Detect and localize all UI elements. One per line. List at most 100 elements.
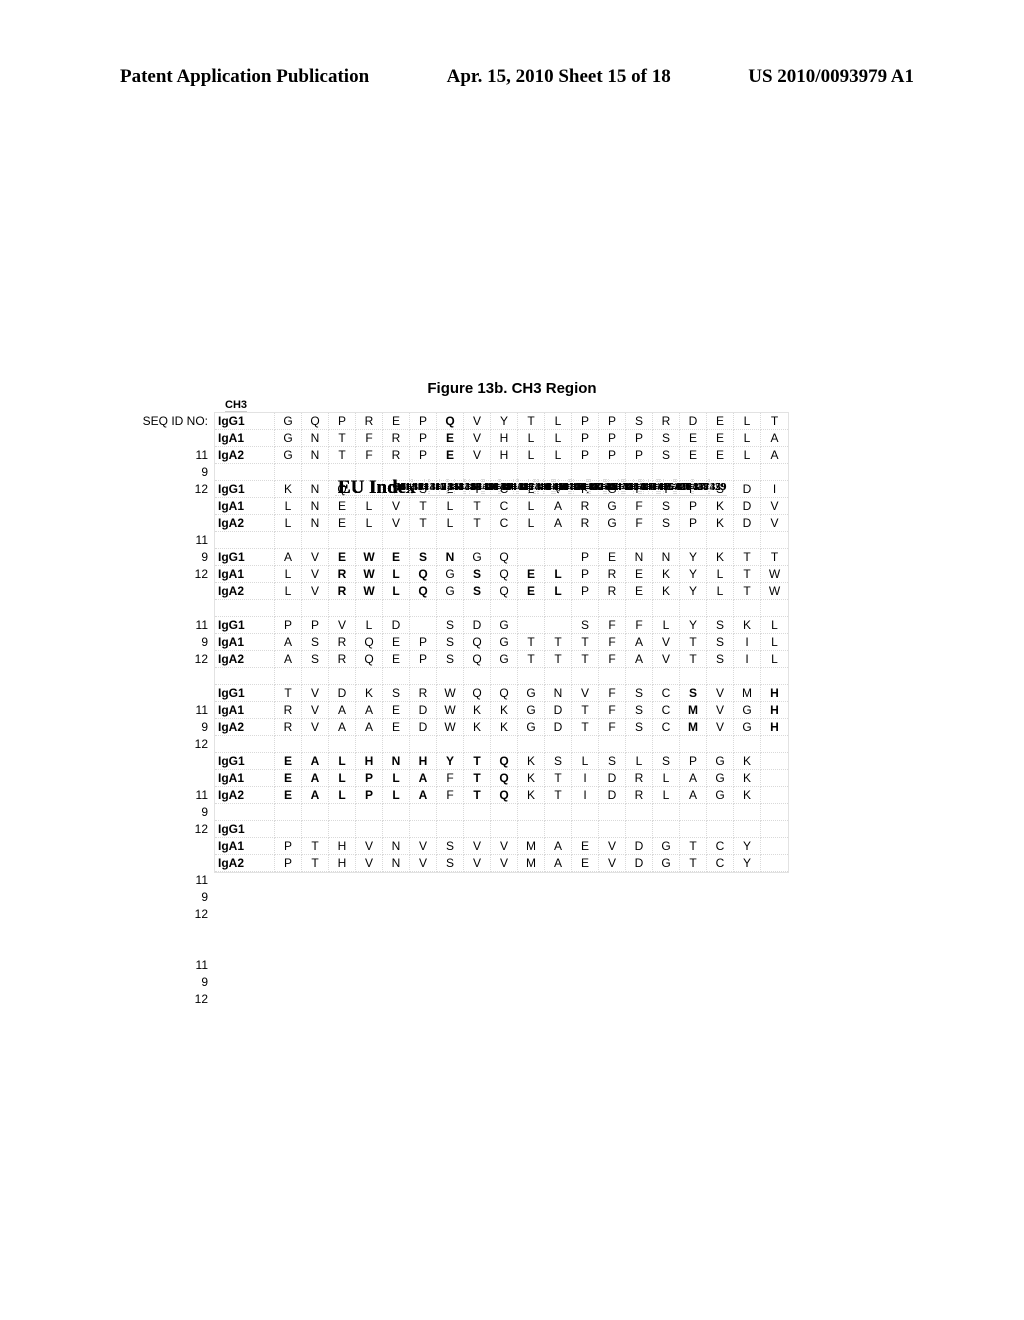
seq-spacer xyxy=(130,515,208,532)
residue-cell xyxy=(653,821,680,838)
index-cell xyxy=(514,479,529,496)
residue-cell: D xyxy=(329,685,356,702)
residue-cell: K xyxy=(734,753,761,770)
residue-cell xyxy=(707,821,734,838)
residue-cell: E xyxy=(626,566,653,583)
residue-cell: P xyxy=(275,617,302,634)
residue-cell: P xyxy=(356,787,383,804)
residue-cell: N xyxy=(383,855,410,872)
residue-cell: T xyxy=(545,634,572,651)
residue-cell: C xyxy=(491,498,518,515)
sequence-row: IgA2LNELVTLTCLARGFSPKDV xyxy=(215,515,788,532)
residue-cell: L xyxy=(734,447,761,464)
residue-cell: K xyxy=(707,549,734,566)
residue-cell: L xyxy=(653,617,680,634)
residue-cell: S xyxy=(653,447,680,464)
residue-cell: K xyxy=(734,770,761,787)
residue-cell: K xyxy=(653,583,680,600)
residue-cell: E xyxy=(680,430,707,447)
residue-cell: S xyxy=(707,651,734,668)
residue-cell: W xyxy=(437,702,464,719)
index-cell xyxy=(559,479,574,496)
residue-cell: P xyxy=(410,634,437,651)
residue-cell xyxy=(437,821,464,838)
residue-cell: S xyxy=(437,838,464,855)
seq-id: 12 xyxy=(130,651,208,668)
residue-cell: P xyxy=(572,583,599,600)
index-cell xyxy=(499,479,514,496)
residue-cell: A xyxy=(761,447,788,464)
residue-cell: S xyxy=(653,515,680,532)
residue-cell: S xyxy=(707,634,734,651)
residue-cell: Q xyxy=(302,413,329,430)
residue-cell: L xyxy=(545,430,572,447)
residue-cell: Y xyxy=(680,583,707,600)
index-label-cell: EU Index xyxy=(335,479,395,496)
seq-spacer xyxy=(130,770,208,787)
residue-cell: N xyxy=(383,753,410,770)
residue-cell: S xyxy=(383,685,410,702)
alignment-grid: CH3 EU Index3413423433443453463473483493… xyxy=(214,412,789,873)
sequence-label: IgA2 xyxy=(215,651,275,668)
residue-cell: R xyxy=(329,566,356,583)
residue-cell: L xyxy=(518,515,545,532)
residue-cell: L xyxy=(572,753,599,770)
residue-cell: M xyxy=(518,838,545,855)
residue-cell: V xyxy=(464,430,491,447)
residue-cell: N xyxy=(383,838,410,855)
residue-cell: P xyxy=(599,447,626,464)
sequence-label: IgG1 xyxy=(215,821,275,838)
residue-cell: H xyxy=(356,753,383,770)
residue-cell: H xyxy=(410,753,437,770)
seq-id: 12 xyxy=(130,481,208,498)
residue-cell: S xyxy=(410,549,437,566)
residue-cell: V xyxy=(761,515,788,532)
residue-cell: A xyxy=(545,515,572,532)
residue-cell: Q xyxy=(491,770,518,787)
residue-cell xyxy=(572,821,599,838)
residue-cell: E xyxy=(383,719,410,736)
residue-cell: D xyxy=(464,617,491,634)
residue-cell: A xyxy=(275,634,302,651)
residue-cell: E xyxy=(707,430,734,447)
sequence-row: IgG1GQPREPQVYTLPPSRDELT xyxy=(215,413,788,430)
sequence-row: IgA2RVAAEDWKKGDTFSCMVGH xyxy=(215,719,788,736)
region-label: CH3 xyxy=(225,399,247,412)
index-cell xyxy=(544,479,559,496)
residue-cell: S xyxy=(599,753,626,770)
residue-cell: I xyxy=(572,787,599,804)
residue-cell: T xyxy=(680,651,707,668)
residue-cell: V xyxy=(302,719,329,736)
seq-spacer xyxy=(130,430,208,447)
index-cell xyxy=(425,479,440,496)
residue-cell: T xyxy=(680,838,707,855)
residue-cell: R xyxy=(383,447,410,464)
residue-cell: F xyxy=(626,498,653,515)
residue-cell: G xyxy=(437,566,464,583)
residue-cell: P xyxy=(626,430,653,447)
residue-cell: E xyxy=(329,498,356,515)
residue-cell: R xyxy=(572,515,599,532)
residue-cell: H xyxy=(761,702,788,719)
residue-cell: K xyxy=(707,498,734,515)
residue-cell: Q xyxy=(464,634,491,651)
residue-cell: Q xyxy=(491,566,518,583)
sequence-row: IgA1PTHVNVSVVMAEVDGTCY xyxy=(215,838,788,855)
sequence-label: IgA2 xyxy=(215,855,275,872)
residue-cell: D xyxy=(545,719,572,736)
seq-id: 11 xyxy=(130,532,208,549)
residue-cell: K xyxy=(734,617,761,634)
residue-cell: N xyxy=(653,549,680,566)
index-cell xyxy=(664,479,678,496)
residue-cell: S xyxy=(626,719,653,736)
residue-cell: L xyxy=(707,566,734,583)
seq-id: 9 xyxy=(130,804,208,821)
residue-cell: P xyxy=(680,498,707,515)
residue-cell: T xyxy=(680,855,707,872)
residue-cell: Q xyxy=(437,413,464,430)
sequence-label: IgA2 xyxy=(215,515,275,532)
residue-cell: S xyxy=(437,617,464,634)
sequence-label: IgA1 xyxy=(215,770,275,787)
residue-cell: R xyxy=(275,702,302,719)
residue-cell: P xyxy=(599,413,626,430)
